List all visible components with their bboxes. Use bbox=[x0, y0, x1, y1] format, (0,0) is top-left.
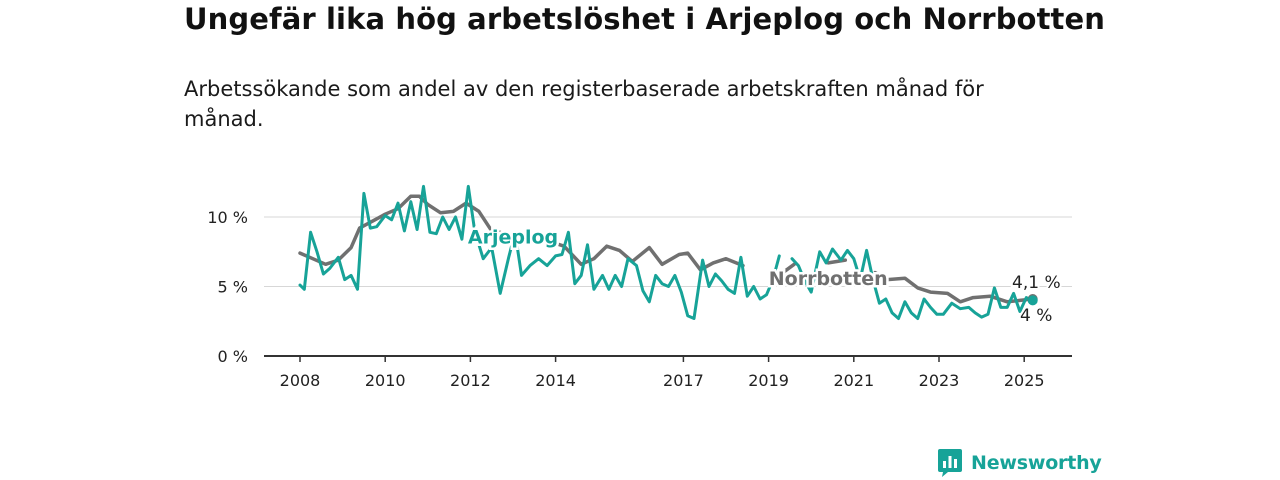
newsworthy-logo-icon bbox=[938, 449, 962, 477]
x-tick-label: 2021 bbox=[833, 371, 874, 390]
series-labels: 4,1 % 4 % Arjeplog Norrbotten bbox=[465, 224, 1062, 328]
x-tick-label: 2014 bbox=[535, 371, 576, 390]
norrbotten-end-label: 4,1 % bbox=[1012, 273, 1061, 293]
y-tick-label: 10 % bbox=[207, 208, 248, 227]
x-tick-label: 2023 bbox=[919, 371, 960, 390]
x-tick-label: 2019 bbox=[748, 371, 789, 390]
x-axis: 2008 2010 2012 2014 2017 2019 2021 2023 2025 bbox=[264, 355, 1072, 390]
series-label-arjeplog: Arjeplog bbox=[468, 226, 558, 248]
x-tick-label: 2012 bbox=[450, 371, 491, 390]
x-tick-label: 2017 bbox=[663, 371, 704, 390]
series-line-norrbotten bbox=[826, 258, 848, 265]
brand-name: Newsworthy bbox=[971, 452, 1102, 474]
x-tick-label: 2010 bbox=[365, 371, 406, 390]
series-line-norrbotten bbox=[775, 262, 796, 279]
chart-title: Ungefär lika hög arbetslöshet i Arjeplog… bbox=[184, 2, 1106, 36]
chart-subtitle: Arbetssökande som andel av den registerb… bbox=[184, 77, 984, 131]
series-line-norrbotten bbox=[873, 270, 1035, 304]
series-line-arjeplog bbox=[790, 247, 1035, 320]
y-tick-label: 0 % bbox=[218, 347, 248, 366]
series-label-norrbotten: Norrbotten bbox=[769, 268, 888, 290]
x-tick-label: 2025 bbox=[1004, 371, 1045, 390]
y-axis: 0 % 5 % 10 % bbox=[207, 208, 248, 366]
newsworthy-brand: Newsworthy bbox=[937, 448, 1102, 478]
arjeplog-end-marker bbox=[1027, 295, 1038, 306]
arjeplog-end-label: 4 % bbox=[1020, 306, 1052, 326]
x-tick-label: 2008 bbox=[280, 371, 321, 390]
series-lines bbox=[298, 184, 1038, 320]
grid-lines bbox=[264, 216, 1072, 287]
series-line-arjeplog bbox=[298, 184, 781, 320]
y-tick-label: 5 % bbox=[218, 278, 248, 297]
